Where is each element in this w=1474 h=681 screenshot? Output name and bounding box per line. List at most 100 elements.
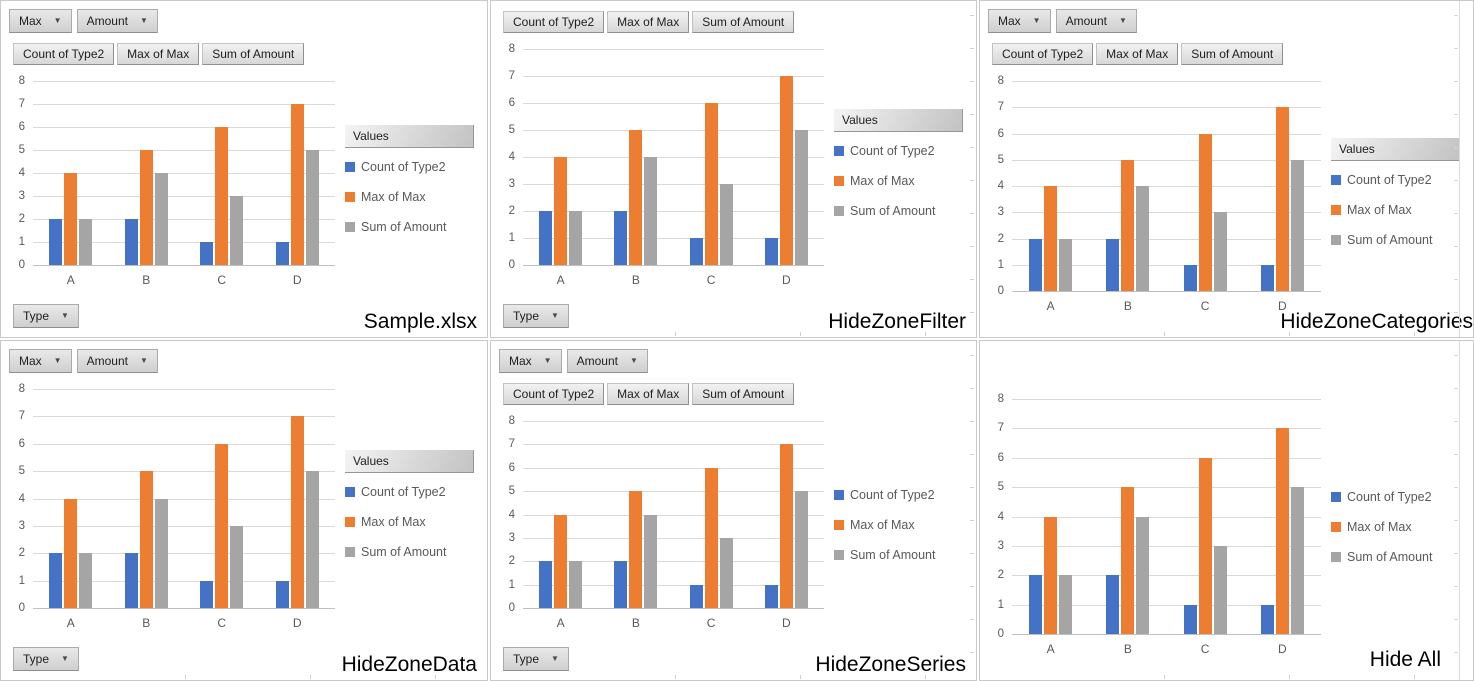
bar-max-of-max — [1044, 186, 1058, 291]
y-axis-tick-label: 0 — [508, 259, 515, 271]
plot-area: 0 1 2 3 4 5 6 7 8 — [509, 43, 824, 271]
y-axis-tick-label: 5 — [508, 124, 515, 136]
filter-field-label: Max — [998, 14, 1021, 28]
legend-item-max-of-max: Max of Max — [345, 515, 483, 529]
gridline — [523, 467, 824, 469]
legend-item-max-of-max: Max of Max — [1331, 203, 1469, 217]
y-axis-tick-label: 5 — [18, 144, 25, 156]
plot-area: 0 1 2 3 4 5 6 7 8 — [998, 75, 1321, 297]
bar-group-a — [523, 421, 598, 608]
categories-zone: Type ▼ — [491, 638, 976, 680]
gridline — [33, 219, 335, 220]
gridline — [33, 416, 335, 418]
gridline — [1012, 545, 1321, 547]
y-axis-tick-label: 6 — [18, 121, 25, 133]
bar-sum-of-amount — [230, 525, 244, 608]
sheet-column-gridline-ticks — [551, 675, 976, 679]
plot-area-wrap: 0 1 2 3 4 5 6 7 8 A B C D — [1, 379, 345, 638]
y-axis-tick-label: 1 — [18, 574, 25, 587]
bar-sum-of-amount — [1213, 545, 1227, 634]
bar-count-of-type2 — [1183, 604, 1197, 634]
legend-swatch-icon — [345, 221, 355, 232]
legend: Values Count of Type2 Max of Max Sum of Amo… — [1331, 71, 1473, 321]
data-field-button-sum-of-amount[interactable]: Sum of Amount — [692, 11, 795, 33]
series-field-button-values[interactable]: Values — [1331, 137, 1460, 161]
x-axis-category-label: A — [1046, 642, 1055, 656]
filter-field-button-max[interactable]: Max ▼ — [9, 9, 72, 33]
bar-max-of-max — [779, 444, 793, 608]
bar-count-of-type2 — [614, 561, 628, 608]
filter-field-button-amount[interactable]: Amount ▼ — [1055, 9, 1137, 33]
data-field-button-sum-of-amount[interactable]: Sum of Amount — [1181, 43, 1284, 65]
bar-max-of-max — [1121, 159, 1135, 291]
bar-sum-of-amount — [79, 553, 93, 608]
data-field-button-sum-of-amount[interactable]: Sum of Amount — [202, 43, 305, 65]
y-axis-tick-label: 6 — [508, 461, 515, 474]
sheet-column-gridline-ticks — [61, 675, 487, 679]
data-field-button-count-of-type2[interactable]: Count of Type2 — [13, 43, 115, 65]
legend-swatch-icon — [345, 191, 355, 202]
data-field-button-max-of-max[interactable]: Max of Max — [607, 383, 690, 405]
category-field-button-type[interactable]: Type ▼ — [503, 647, 569, 671]
gridline — [1012, 575, 1321, 577]
filter-field-button-amount[interactable]: Amount ▼ — [76, 9, 158, 33]
data-field-button-sum-of-amount[interactable]: Sum of Amount — [692, 383, 795, 405]
data-field-button-max-of-max[interactable]: Max of Max — [607, 11, 690, 33]
category-field-button-type[interactable]: Type ▼ — [13, 647, 79, 671]
legend-swatch-icon — [834, 145, 844, 156]
bar-group-c — [184, 81, 260, 265]
y-axis-tick-label: 3 — [997, 206, 1004, 219]
filter-field-button-max[interactable]: Max ▼ — [499, 349, 562, 373]
panel-title: Sample.xlsx — [363, 310, 477, 333]
data-field-button-count-of-type2[interactable]: Count of Type2 — [503, 383, 605, 405]
y-axis-tick-label: 2 — [997, 569, 1004, 582]
bar-sum-of-amount — [1059, 238, 1073, 291]
filter-field-button-max[interactable]: Max ▼ — [9, 349, 72, 373]
y-axis-tick-label: 4 — [997, 180, 1004, 192]
y-axis-tick-label: 3 — [997, 539, 1004, 552]
legend-item-sum-of-amount: Sum of Amount — [834, 548, 972, 562]
bar-count-of-type2 — [275, 580, 289, 608]
bar-count-of-type2 — [1183, 264, 1197, 291]
dropdown-arrow-icon: ▼ — [53, 356, 62, 365]
x-axis-category-label: D — [782, 616, 791, 630]
legend-item-max-of-max: Max of Max — [1331, 520, 1469, 534]
bar-max-of-max — [704, 467, 718, 608]
legend-swatch-icon — [345, 547, 355, 557]
series-field-button-values[interactable]: Values — [834, 108, 963, 132]
legend-item-count-of-type2: Count of Type2 — [834, 488, 972, 502]
bar-max-of-max — [1198, 133, 1212, 291]
filter-field-button-amount[interactable]: Amount ▼ — [566, 349, 648, 373]
data-field-button-count-of-type2[interactable]: Count of Type2 — [992, 43, 1094, 65]
series-field-button-values[interactable]: Values — [345, 450, 474, 473]
gridline — [523, 157, 824, 158]
category-field-button-type[interactable]: Type ▼ — [13, 304, 79, 328]
filter-field-label: Max — [19, 354, 42, 368]
gridline — [1012, 487, 1321, 489]
panel-title: HideZoneFilter — [828, 310, 966, 333]
data-field-button-count-of-type2[interactable]: Count of Type2 — [503, 11, 605, 33]
pivot-chart-panel-sample-xlsx: Max ▼ Amount ▼ Count of Type2 Max of Max Sum o… — [0, 0, 488, 338]
data-field-button-max-of-max[interactable]: Max of Max — [1096, 43, 1179, 65]
category-field-label: Type — [23, 652, 50, 666]
gridline — [33, 127, 335, 128]
y-axis-tick-label: 6 — [997, 451, 1004, 464]
x-axis-category-label: A — [556, 273, 565, 287]
dropdown-arrow-icon: ▼ — [53, 16, 62, 25]
bar-count-of-type2 — [1260, 604, 1274, 634]
y-axis-tick-label: 1 — [18, 236, 25, 248]
filter-field-button-max[interactable]: Max ▼ — [988, 9, 1051, 33]
x-axis-category-label: A — [1046, 299, 1055, 313]
bar-sum-of-amount — [1059, 575, 1073, 634]
panel-title: HideZoneSeries — [815, 653, 966, 676]
data-field-button-max-of-max[interactable]: Max of Max — [117, 43, 200, 65]
filter-field-button-amount[interactable]: Amount ▼ — [76, 349, 158, 373]
series-field-button-values[interactable]: Values — [345, 124, 474, 148]
sheet-column-gridline-ticks — [1040, 332, 1473, 336]
y-axis-tick-label: 8 — [18, 383, 25, 395]
legend-item-sum-of-amount: Sum of Amount — [345, 545, 483, 559]
gridline — [33, 580, 335, 582]
gridline — [1012, 159, 1321, 161]
y-axis-tick-label: 0 — [18, 602, 25, 614]
category-field-button-type[interactable]: Type ▼ — [503, 304, 569, 328]
